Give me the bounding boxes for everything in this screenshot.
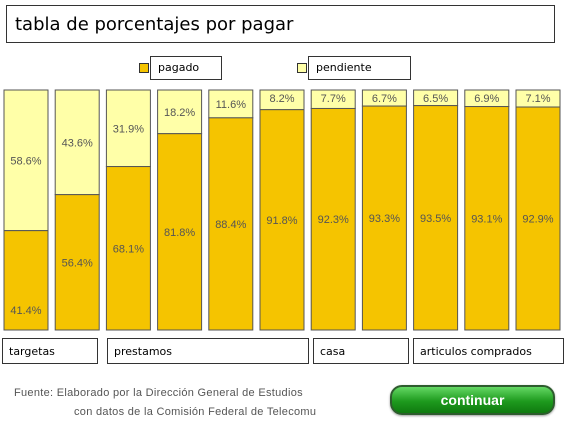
source-line-2: con datos de la Comisión Federal de Tele…	[74, 406, 317, 418]
bar-paid-10	[515, 106, 561, 331]
label-paid-1: 56.4%	[62, 257, 93, 269]
source-note: Fuente: Elaborado por la Dirección Gener…	[14, 384, 316, 422]
category-box-casa: casa	[313, 338, 409, 364]
label-paid-3: 81.8%	[164, 227, 195, 239]
label-paid-9: 93.1%	[471, 213, 502, 225]
label-pending-5: 8.2%	[269, 93, 294, 105]
bar-paid-0	[3, 230, 49, 331]
bar-paid-7	[361, 105, 407, 331]
continue-button[interactable]: continuar	[390, 385, 555, 415]
label-pending-3: 18.2%	[164, 107, 195, 119]
label-pending-6: 7.7%	[321, 93, 346, 105]
label-paid-2: 68.1%	[113, 243, 144, 255]
legend-label-pending: pendiente	[316, 61, 372, 74]
label-paid-7: 93.3%	[369, 213, 400, 225]
label-pending-9: 6.9%	[474, 93, 499, 105]
legend-swatch-paid	[139, 63, 149, 73]
category-label-targetas: targetas	[9, 345, 55, 358]
category-label-casa: casa	[320, 345, 346, 358]
category-box-targetas: targetas	[2, 338, 98, 364]
label-pending-4: 11.6%	[216, 99, 247, 111]
label-pending-10: 7.1%	[525, 93, 550, 105]
bar-paid-8	[413, 105, 459, 331]
label-paid-6: 92.3%	[318, 214, 349, 226]
label-paid-10: 92.9%	[522, 214, 553, 226]
legend-swatch-pending	[297, 63, 307, 73]
label-paid-0: 41.4%	[10, 305, 41, 317]
label-pending-7: 6.7%	[372, 93, 397, 105]
bar-paid-6	[310, 107, 356, 331]
category-label-prestamos: prestamos	[114, 345, 172, 358]
label-pending-1: 43.6%	[62, 137, 93, 149]
bar-paid-3	[157, 133, 203, 331]
source-line-1: Fuente: Elaborado por la Dirección Gener…	[14, 387, 303, 399]
page-title: tabla de porcentajes por pagar	[15, 14, 294, 35]
bar-paid-4	[208, 117, 254, 331]
bar-paid-2	[105, 166, 151, 331]
category-box-prestamos: prestamos	[107, 338, 309, 364]
title-box: tabla de porcentajes por pagar	[6, 5, 555, 43]
category-box-articulos: articulos comprados	[413, 338, 564, 364]
label-pending-2: 31.9%	[113, 123, 144, 135]
label-paid-4: 88.4%	[215, 219, 246, 231]
label-pending-8: 6.5%	[423, 93, 448, 105]
category-label-articulos: articulos comprados	[420, 345, 532, 358]
label-pending-0: 58.6%	[10, 155, 41, 167]
bar-paid-9	[464, 106, 510, 331]
bar-paid-1	[54, 194, 100, 331]
legend-item-pending: pendiente	[297, 56, 411, 80]
label-paid-5: 91.8%	[266, 215, 297, 227]
legend-item-paid: pagado	[139, 56, 222, 80]
stacked-bar-chart: 58.6% 41.4% 43.6% 56.4% 31.9% 68.1% 18.2% 81.8%…	[3, 89, 561, 331]
bar-paid-5	[259, 109, 305, 331]
bar-pending-1	[54, 89, 100, 196]
label-paid-8: 93.5%	[420, 213, 451, 225]
bar-pending-0	[3, 89, 49, 232]
legend-label-paid: pagado	[158, 61, 200, 74]
